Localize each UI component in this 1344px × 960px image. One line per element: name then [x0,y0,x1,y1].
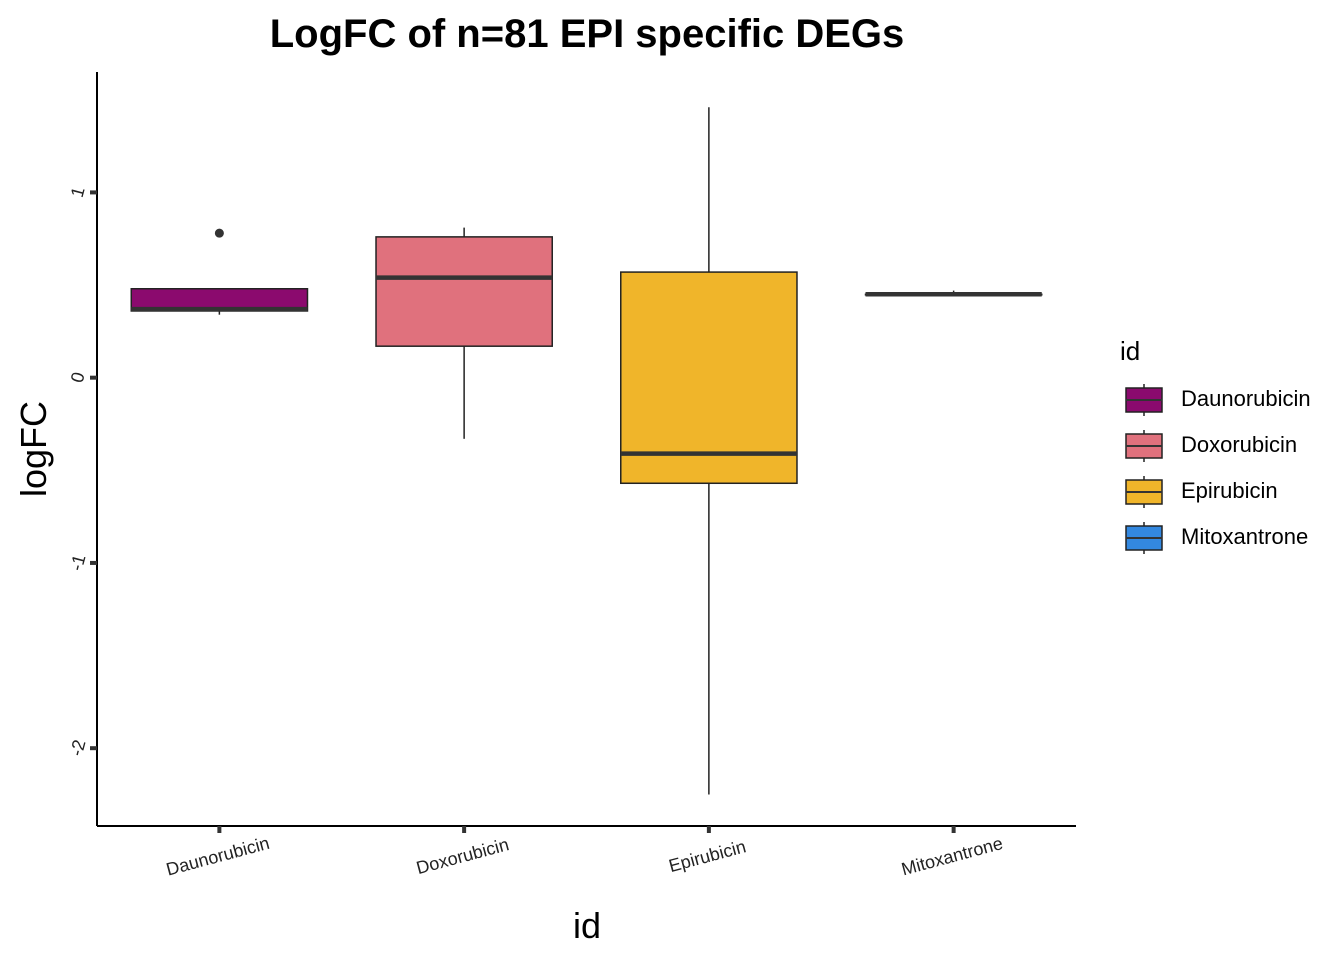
y-axis-title: logFC [13,401,54,497]
box-epirubicin [620,107,798,795]
y-tick-label: 1 [67,185,89,200]
legend-item-doxorubicin: Doxorubicin [1125,430,1297,462]
legend-item-mitoxantrone: Mitoxantrone [1125,522,1308,554]
y-tick-label: -2 [66,738,89,759]
chart-title: LogFC of n=81 EPI specific DEGs [270,12,905,56]
x-tick-label: Mitoxantrone [899,833,1005,879]
x-axis-title: id [573,905,601,946]
legend-label: Doxorubicin [1181,432,1297,457]
box-doxorubicin [375,227,553,439]
legend-label: Daunorubicin [1181,386,1311,411]
legend: Daunorubicin Doxorubicin Epirubicin Mitoxan… [1125,384,1311,554]
x-tick-label: Doxorubicin [414,834,511,878]
legend-label: Mitoxantrone [1181,524,1308,549]
y-tick-label: 0 [67,370,89,385]
box-mitoxantrone [864,290,1043,297]
legend-title: id [1120,336,1140,366]
iqr-box [375,236,553,347]
y-tick-label: -1 [66,552,89,573]
iqr-box [620,271,798,485]
plot-area: 1 0 -1 -2 Daunorubicin Doxorubicin Epirubicin M… [66,72,1076,880]
x-tick-label: Epirubicin [667,836,749,876]
legend-item-daunorubicin: Daunorubicin [1125,384,1311,416]
box-daunorubicin [130,228,309,315]
outlier-point [214,228,224,238]
x-tick-label: Daunorubicin [164,833,272,880]
legend-label: Epirubicin [1181,478,1278,503]
legend-item-epirubicin: Epirubicin [1125,476,1278,508]
